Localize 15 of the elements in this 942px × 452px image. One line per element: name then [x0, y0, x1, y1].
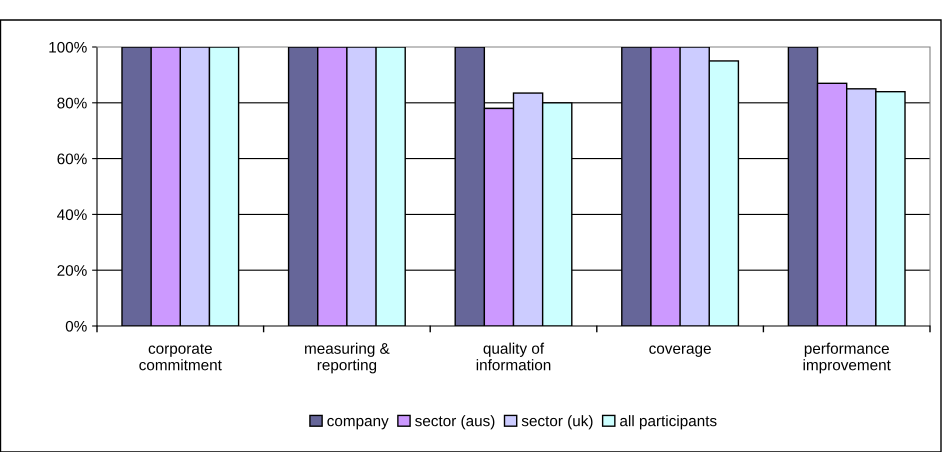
x-tick-label: coverage — [649, 346, 711, 357]
x-tick-label: measuring & reporting — [305, 342, 390, 374]
y-tick-label: 40% — [57, 209, 87, 220]
y-tick-label: 20% — [57, 265, 87, 276]
x-tick-label: quality of information — [476, 342, 550, 370]
legend-label: all participants — [620, 415, 717, 430]
y-tick-label: 100% — [49, 42, 87, 53]
legend-label: company — [327, 418, 389, 430]
x-tick-label: corporate commitment — [139, 344, 222, 370]
x-tick-label: performance improvement — [804, 342, 891, 374]
y-tick-label: 80% — [57, 98, 87, 108]
y-tick-label: 60% — [57, 153, 87, 164]
legend-label: sector (aus) — [415, 415, 494, 430]
legend-label: sector (uk) — [522, 415, 593, 430]
y-tick-label: 0% — [66, 320, 87, 332]
